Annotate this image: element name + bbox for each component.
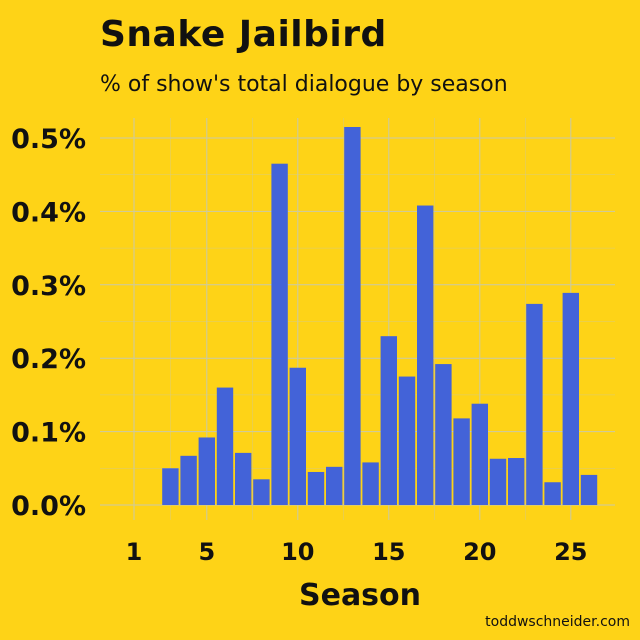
bar-season-6 xyxy=(216,387,234,505)
x-tick-label: 20 xyxy=(463,538,496,566)
y-axis-ticks: 0.0% 0.1% 0.2% 0.3% 0.4% 0.5% xyxy=(11,124,86,522)
chart-title: Snake Jailbird xyxy=(100,14,387,55)
y-tick-label: 0.1% xyxy=(11,418,86,449)
x-tick-label: 25 xyxy=(554,538,587,566)
y-tick-label: 0.0% xyxy=(11,491,86,522)
bar-season-15 xyxy=(380,336,397,505)
bar-season-5 xyxy=(198,437,215,505)
bar-season-26 xyxy=(580,474,598,505)
x-tick-label: 1 xyxy=(126,538,143,566)
x-tick-label: 10 xyxy=(281,538,314,566)
bar-season-23 xyxy=(526,303,543,505)
bar-season-19 xyxy=(453,418,470,505)
y-tick-label: 0.4% xyxy=(11,197,86,228)
y-tick-label: 0.5% xyxy=(11,124,86,155)
bar-season-24 xyxy=(544,482,561,505)
bar-season-3 xyxy=(162,468,179,505)
bar-season-7 xyxy=(235,452,252,505)
bar-season-17 xyxy=(417,205,434,505)
x-tick-label: 5 xyxy=(198,538,215,566)
y-tick-label: 0.3% xyxy=(11,271,86,302)
chart-subtitle: % of show's total dialogue by season xyxy=(100,72,508,97)
bar-season-18 xyxy=(435,364,452,505)
bar-season-10 xyxy=(289,367,306,505)
bar-season-21 xyxy=(489,458,507,505)
bar-season-4 xyxy=(180,455,197,505)
bar-season-11 xyxy=(307,471,325,505)
bar-season-13 xyxy=(344,126,361,506)
x-axis-label: Season xyxy=(299,578,421,613)
x-axis-ticks: 1 5 10 15 20 25 xyxy=(126,538,588,566)
bar-season-9 xyxy=(271,163,288,505)
y-tick-label: 0.2% xyxy=(11,344,86,375)
bar-season-8 xyxy=(253,479,270,505)
bar-season-16 xyxy=(398,376,416,505)
watermark: toddwschneider.com xyxy=(485,614,630,630)
bar-season-12 xyxy=(326,466,343,505)
bar-season-25 xyxy=(562,292,579,505)
x-tick-label: 15 xyxy=(372,538,405,566)
bar-season-14 xyxy=(362,462,379,505)
bars xyxy=(162,126,598,506)
bar-season-22 xyxy=(508,458,525,505)
bar-season-20 xyxy=(471,403,488,505)
